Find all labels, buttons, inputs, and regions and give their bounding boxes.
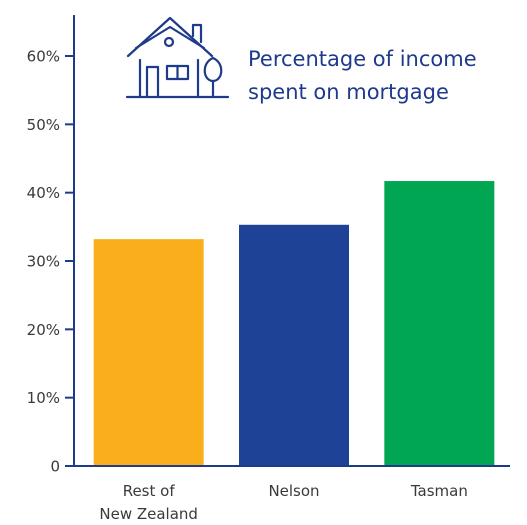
bar: [239, 224, 349, 466]
y-axis-ticks: 0 10% 20% 30% 40% 50% 60%: [27, 48, 74, 476]
x-tick-label: New Zealand: [99, 505, 198, 523]
y-tick-label: 20%: [27, 321, 60, 339]
y-tick-label: 50%: [27, 116, 60, 134]
y-tick-label: 40%: [27, 184, 60, 202]
chart-title-line: Percentage of income: [248, 47, 477, 71]
chart-title: Percentage of income spent on mortgage: [248, 47, 477, 104]
y-tick-label: 10%: [27, 389, 60, 407]
bars: [93, 181, 495, 467]
x-axis-labels: Rest of New Zealand Nelson Tasman: [99, 482, 467, 523]
y-tick-label: 30%: [27, 253, 60, 271]
bar: [93, 239, 204, 466]
house-icon: [125, 16, 230, 99]
y-tick-label: 0: [50, 458, 60, 476]
bar: [384, 181, 495, 467]
x-tick-label: Nelson: [268, 482, 319, 500]
y-tick-label: 60%: [27, 48, 60, 66]
chart-title-line: spent on mortgage: [248, 80, 449, 104]
x-tick-label: Tasman: [410, 482, 468, 500]
x-tick-label: Rest of: [123, 482, 176, 500]
